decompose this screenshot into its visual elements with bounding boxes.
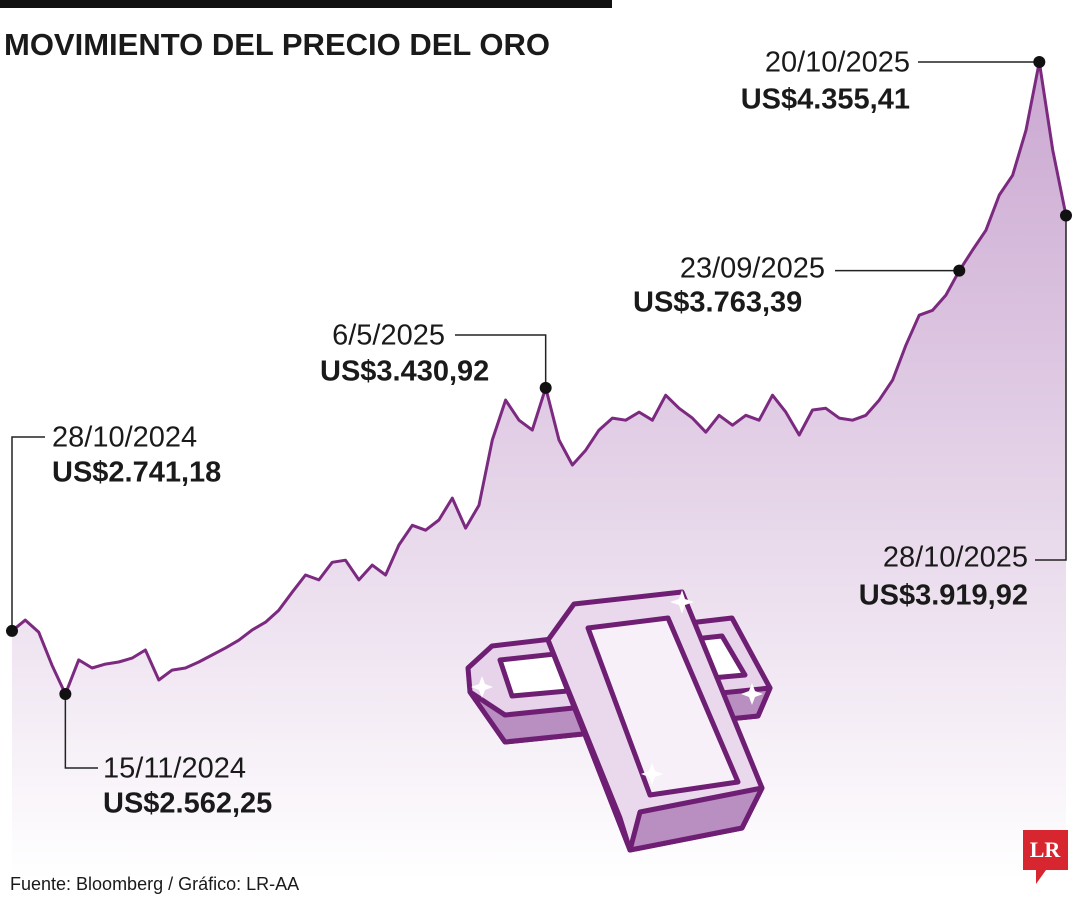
annotation-value: US$4.355,41 bbox=[741, 84, 910, 116]
price-line bbox=[11, 60, 1068, 696]
annotation-value: US$3.763,39 bbox=[633, 287, 802, 319]
annotation-dot bbox=[1060, 209, 1072, 222]
annotation-date: 6/5/2025 bbox=[332, 320, 445, 352]
leader-line bbox=[64, 694, 98, 769]
annotation-date: 15/11/2024 bbox=[103, 753, 246, 785]
leader-line bbox=[1035, 215, 1067, 561]
leader-line bbox=[11, 436, 45, 631]
annotation-dot bbox=[1033, 56, 1046, 68]
area bbox=[12, 62, 1066, 880]
annotation-value: US$2.562,25 bbox=[103, 788, 272, 820]
logo-text: LR bbox=[1030, 837, 1062, 862]
annotation-date: 20/10/2025 bbox=[765, 47, 910, 79]
sparkles bbox=[471, 590, 763, 785]
logo: LR bbox=[1023, 830, 1068, 884]
gold-bars-illustration bbox=[465, 589, 773, 853]
annotation-dot bbox=[59, 688, 72, 700]
annotation-dot bbox=[953, 264, 966, 277]
chart-title: MOVIMIENTO DEL PRECIO DEL ORO bbox=[4, 27, 550, 62]
annotation-value: US$3.919,92 bbox=[859, 580, 1028, 612]
title-bar bbox=[0, 0, 612, 8]
annotation-value: US$2.741,18 bbox=[52, 457, 221, 489]
leader-line bbox=[455, 334, 547, 388]
annotation-value: US$3.430,92 bbox=[320, 356, 489, 388]
annotation-date: 23/09/2025 bbox=[680, 253, 825, 285]
annotation-date: 28/10/2025 bbox=[883, 542, 1028, 574]
annotation-dot bbox=[539, 381, 552, 394]
annotation-dot bbox=[6, 624, 18, 637]
annotation-date: 28/10/2024 bbox=[52, 422, 197, 454]
source-note: Fuente: Bloomberg / Gráfico: LR-AA bbox=[10, 874, 299, 894]
